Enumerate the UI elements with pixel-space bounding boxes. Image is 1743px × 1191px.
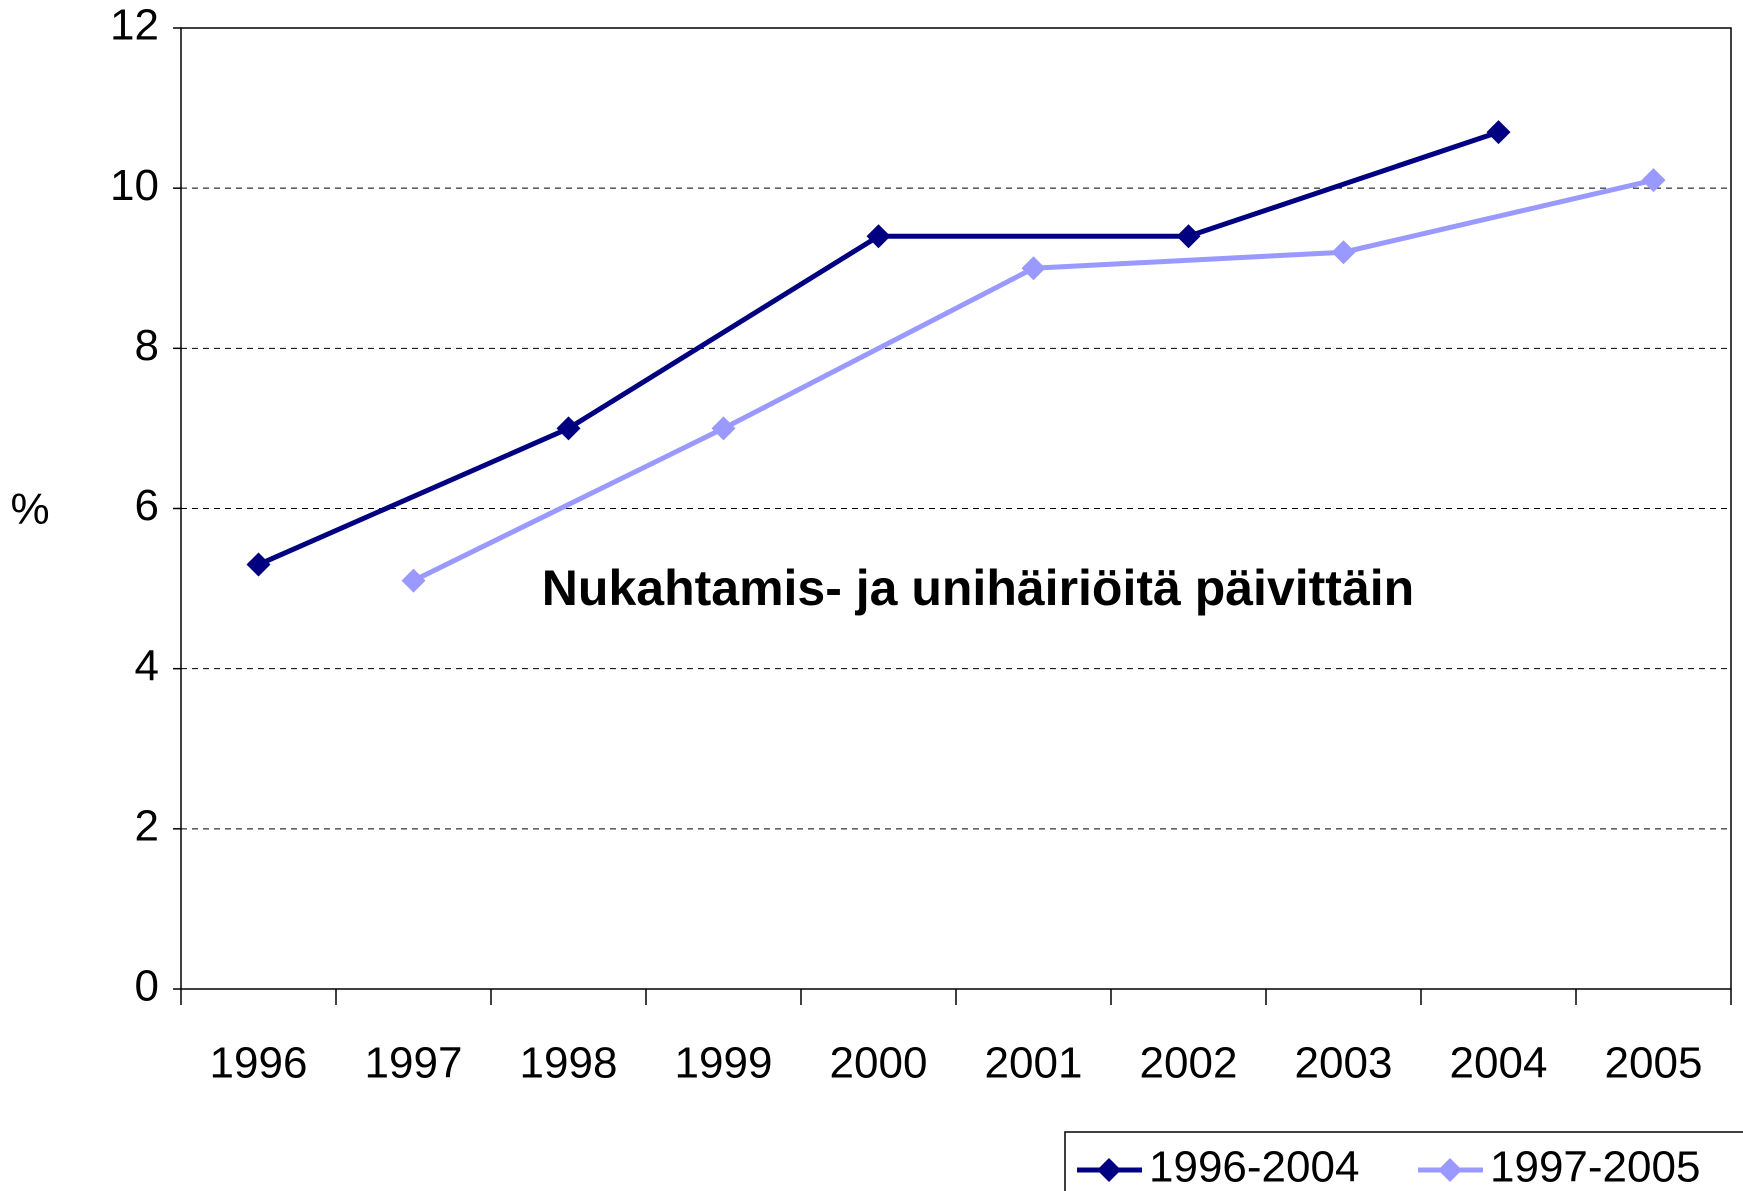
x-tick-label: 2003 bbox=[1295, 1039, 1393, 1088]
data-point bbox=[1486, 120, 1511, 145]
data-point bbox=[401, 568, 426, 593]
x-tick-label: 1996 bbox=[210, 1039, 308, 1088]
x-tick-label: 2000 bbox=[830, 1039, 928, 1088]
legend-label: 1997-2005 bbox=[1490, 1143, 1700, 1191]
data-point bbox=[711, 416, 736, 441]
data-point bbox=[246, 552, 271, 577]
legend-marker bbox=[1438, 1158, 1462, 1182]
legend-box bbox=[1064, 1131, 1743, 1191]
x-tick-label: 2004 bbox=[1450, 1039, 1548, 1088]
legend-marker bbox=[1097, 1158, 1121, 1182]
data-point bbox=[1641, 168, 1666, 193]
x-tick-label: 2002 bbox=[1140, 1039, 1238, 1088]
data-point bbox=[866, 224, 891, 249]
y-tick-label: 6 bbox=[135, 481, 159, 530]
y-tick-label: 2 bbox=[135, 801, 159, 850]
x-tick-label: 2001 bbox=[985, 1039, 1083, 1088]
y-axis-label: % bbox=[10, 485, 49, 534]
x-tick-label: 1998 bbox=[520, 1039, 618, 1088]
y-tick-label: 10 bbox=[110, 161, 159, 210]
y-tick-label: 8 bbox=[135, 321, 159, 370]
x-tick-label: 1997 bbox=[365, 1039, 463, 1088]
y-tick-label: 4 bbox=[135, 641, 159, 690]
series-line bbox=[412, 177, 1655, 583]
data-point bbox=[1021, 256, 1046, 281]
y-tick-label: 0 bbox=[135, 962, 159, 1011]
chart-title: Nukahtamis- ja unihäiriöitä päivittäin bbox=[542, 560, 1414, 616]
x-tick-label: 2005 bbox=[1605, 1039, 1703, 1088]
data-point bbox=[556, 416, 581, 441]
y-tick-label: 12 bbox=[110, 1, 159, 50]
x-tick-label: 1999 bbox=[675, 1039, 773, 1088]
data-point bbox=[1176, 224, 1201, 249]
data-point bbox=[1331, 240, 1356, 265]
legend-label: 1996-2004 bbox=[1149, 1143, 1359, 1191]
